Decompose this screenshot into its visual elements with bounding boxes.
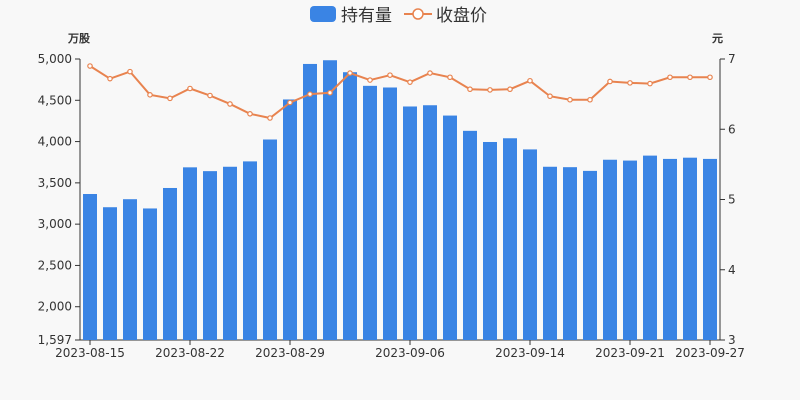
legend-swatch-line-marker[interactable] [412, 8, 424, 20]
bar-2023-09-12[interactable] [483, 141, 497, 340]
price-point-2023-09-13[interactable] [507, 86, 513, 93]
left-tick-label: 3,500 [38, 176, 72, 190]
price-point-2023-08-24[interactable] [227, 101, 233, 107]
bar-2023-08-25[interactable] [243, 161, 257, 340]
legend-swatch-bar[interactable] [310, 6, 336, 22]
x-axis-ticks: 2023-08-15 2023-08-22 2023-08-29 2023-09-06… [55, 340, 745, 360]
price-point-2023-09-05[interactable] [387, 72, 393, 78]
price-point-2023-08-16[interactable] [107, 75, 113, 82]
bar-2023-09-13[interactable] [503, 138, 517, 340]
price-point-2023-08-22[interactable] [187, 85, 193, 92]
bar-2023-08-17[interactable] [123, 199, 137, 340]
bar-2023-09-22[interactable] [643, 155, 657, 340]
left-axis-unit: 万股 [67, 32, 91, 45]
bar-2023-09-06[interactable] [403, 106, 417, 340]
price-point-2023-08-30[interactable] [307, 91, 313, 97]
price-point-2023-09-18[interactable] [567, 96, 573, 103]
bar-2023-09-19[interactable] [583, 170, 597, 340]
bar-2023-08-18[interactable] [143, 208, 157, 340]
price-point-2023-09-22[interactable] [647, 80, 653, 87]
x-tick-label: 2023-09-21 [595, 346, 665, 360]
line-series [87, 63, 713, 121]
left-tick-label: 3,000 [38, 217, 72, 231]
left-tick-label: 2,500 [38, 258, 72, 272]
price-point-2023-09-14[interactable] [527, 77, 533, 84]
x-tick-label: 2023-08-15 [55, 346, 125, 360]
bar-2023-09-04[interactable] [363, 85, 377, 340]
x-tick-label: 2023-09-06 [375, 346, 445, 360]
bar-series [83, 60, 717, 341]
right-tick-label: 7 [728, 52, 736, 66]
bar-2023-08-24[interactable] [223, 166, 237, 340]
price-point-2023-09-01[interactable] [347, 70, 353, 76]
price-point-2023-08-18[interactable] [147, 92, 153, 98]
price-point-2023-09-07[interactable] [427, 70, 433, 76]
left-tick-label: 5,000 [38, 52, 72, 66]
bar-2023-08-16[interactable] [103, 207, 117, 340]
bar-2023-09-11[interactable] [463, 130, 477, 340]
bar-2023-08-15[interactable] [83, 194, 97, 340]
price-point-2023-08-31[interactable] [327, 89, 333, 96]
x-tick-label: 2023-08-22 [155, 346, 225, 360]
price-point-2023-09-15[interactable] [547, 93, 553, 100]
price-point-2023-09-12[interactable] [487, 87, 493, 93]
bar-2023-08-28[interactable] [263, 139, 277, 340]
bar-2023-09-14[interactable] [523, 149, 537, 340]
price-point-2023-09-19[interactable] [587, 96, 593, 103]
right-tick-label: 6 [728, 122, 736, 136]
price-point-2023-08-23[interactable] [207, 92, 213, 99]
bar-2023-08-31[interactable] [323, 60, 337, 341]
price-line [89, 65, 710, 120]
left-tick-label: 4,500 [38, 93, 72, 107]
price-point-2023-09-21[interactable] [627, 80, 633, 86]
bar-2023-08-21[interactable] [163, 187, 177, 340]
bar-2023-09-25[interactable] [663, 158, 677, 340]
price-point-2023-09-26[interactable] [687, 74, 693, 81]
price-point-2023-09-20[interactable] [607, 78, 613, 85]
bar-2023-09-05[interactable] [383, 87, 397, 341]
bar-2023-09-08[interactable] [443, 115, 457, 340]
left-tick-label: 2,000 [38, 300, 72, 314]
bar-2023-08-23[interactable] [203, 171, 217, 340]
legend-label-line[interactable]: 收盘价 [436, 6, 487, 26]
price-point-2023-08-15[interactable] [87, 63, 93, 69]
bar-2023-09-21[interactable] [623, 160, 637, 340]
price-point-2023-09-25[interactable] [667, 74, 673, 81]
bar-2023-08-30[interactable] [303, 63, 317, 340]
price-point-2023-09-08[interactable] [447, 74, 453, 81]
bar-2023-08-22[interactable] [183, 167, 197, 340]
price-point-2023-09-06[interactable] [407, 79, 413, 85]
price-point-2023-09-27[interactable] [707, 74, 713, 81]
left-tick-label: 1,597 [38, 333, 72, 347]
price-point-2023-08-28[interactable] [267, 115, 273, 121]
right-tick-label: 5 [728, 193, 736, 207]
price-point-2023-09-04[interactable] [367, 77, 373, 83]
bar-2023-09-27[interactable] [703, 158, 717, 340]
price-point-2023-08-25[interactable] [247, 111, 253, 117]
price-point-2023-08-29[interactable] [287, 99, 293, 106]
bar-2023-09-20[interactable] [603, 159, 617, 340]
right-axis-ticks: 3 4 5 6 7 [720, 52, 736, 347]
right-tick-label: 3 [728, 333, 736, 347]
price-point-2023-08-21[interactable] [167, 95, 173, 102]
x-tick-label: 2023-08-29 [255, 346, 325, 360]
legend-label-bar[interactable]: 持有量 [341, 6, 392, 26]
bar-2023-09-18[interactable] [563, 167, 577, 340]
legend[interactable]: 持有量 收盘价 [310, 6, 487, 26]
right-tick-label: 4 [728, 263, 736, 277]
x-tick-label: 2023-09-27 [675, 346, 745, 360]
bar-2023-09-01[interactable] [343, 72, 357, 341]
x-tick-label: 2023-09-14 [495, 346, 565, 360]
bar-2023-08-29[interactable] [283, 99, 297, 341]
bar-2023-09-26[interactable] [683, 157, 697, 340]
left-axis-ticks: 1,597 2,000 2,500 3,000 3,500 4,000 4,500 5,000 [38, 52, 80, 347]
price-point-2023-08-17[interactable] [127, 68, 133, 75]
bar-2023-09-15[interactable] [543, 166, 557, 340]
bar-2023-09-07[interactable] [423, 105, 437, 341]
right-axis-unit: 元 [712, 32, 723, 45]
left-tick-label: 4,000 [38, 135, 72, 149]
price-point-2023-09-11[interactable] [467, 86, 473, 93]
